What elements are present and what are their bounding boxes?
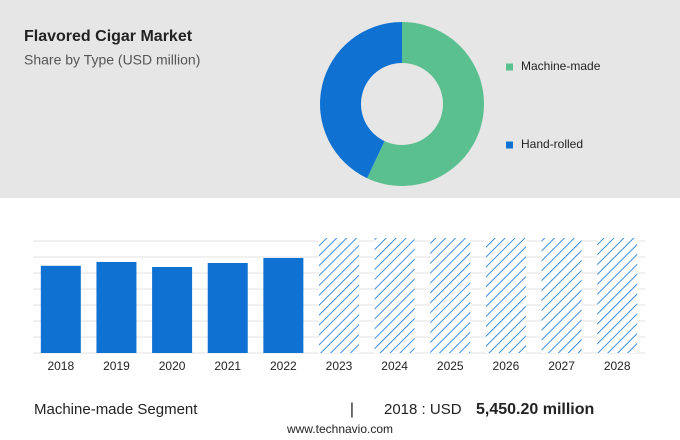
footer-source: www.technavio.com [286, 422, 393, 436]
forecast-placeholder [374, 238, 415, 353]
footer-separator: | [350, 401, 354, 418]
forecast-placeholder [597, 238, 638, 353]
forecast-placeholder [541, 238, 582, 353]
chart-title: Flavored Cigar Market [24, 28, 193, 45]
bar [263, 257, 304, 353]
x-tick-label: 2019 [103, 359, 130, 373]
x-tick-label: 2028 [604, 359, 631, 373]
x-tick-label: 2026 [493, 359, 520, 373]
x-tick-label: 2022 [270, 359, 297, 373]
bar [152, 267, 193, 353]
donut-slice [320, 22, 402, 179]
x-tick-label: 2020 [159, 359, 186, 373]
footer-prefix: 2018 : USD [384, 401, 462, 418]
forecast-placeholder [319, 238, 359, 353]
bar [207, 263, 248, 353]
legend-label: Hand-rolled [521, 137, 583, 151]
footer-value: 5,450.20 million [476, 401, 594, 418]
donut-slice [367, 21, 484, 186]
chart-subtitle: Share by Type (USD million) [24, 52, 200, 68]
x-tick-label: 2023 [326, 359, 353, 373]
x-tick-label: 2024 [381, 359, 408, 373]
x-tick-label: 2021 [214, 359, 241, 373]
legend-marker [506, 141, 513, 149]
x-tick-label: 2025 [437, 359, 464, 373]
forecast-placeholder [485, 238, 526, 353]
x-tick-label: 2018 [47, 359, 74, 373]
bar [96, 261, 137, 353]
legend-marker [506, 63, 513, 71]
bar [40, 265, 81, 353]
legend-label: Machine-made [521, 59, 601, 73]
forecast-placeholder [430, 238, 471, 353]
x-tick-label: 2027 [548, 359, 575, 373]
footer-segment: Machine-made Segment [34, 401, 198, 418]
